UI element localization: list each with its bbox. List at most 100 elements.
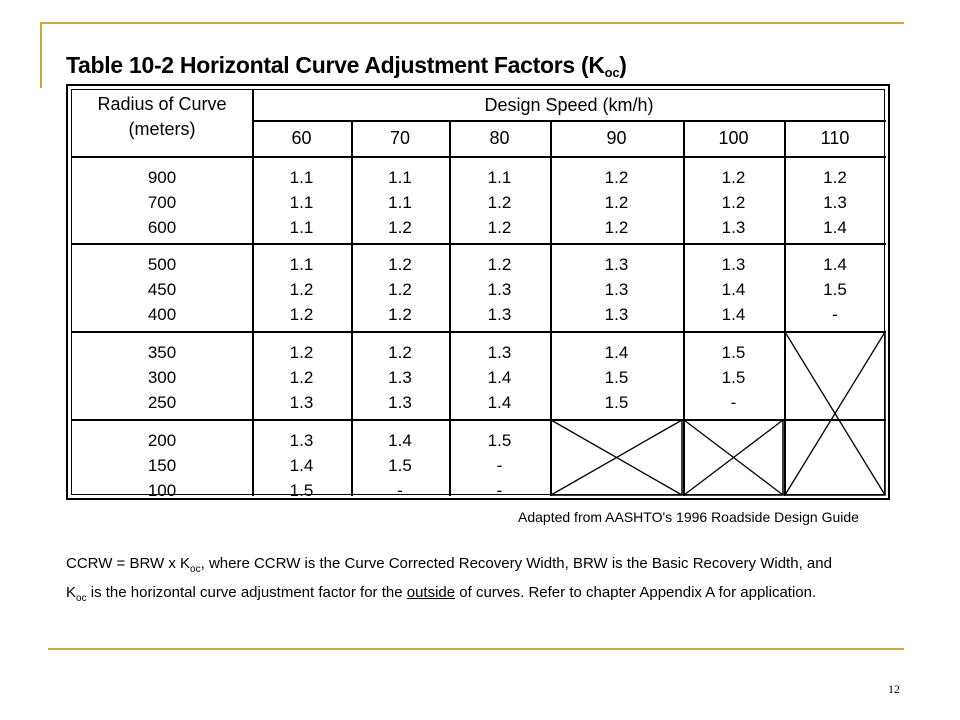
factor-value: 1.2	[604, 193, 629, 212]
factor-value: -	[397, 481, 403, 500]
crossed-cell-110-lower	[784, 331, 886, 496]
speed-header-80: 80	[489, 128, 510, 148]
factor-value: 1.2	[823, 168, 847, 187]
factor-value: 1.2	[487, 218, 512, 237]
factor-value: 1.2	[604, 168, 629, 187]
factor-value: 1.4	[604, 343, 629, 362]
factor-value: 1.3	[604, 305, 629, 324]
factor-value: 1.2	[388, 305, 412, 324]
speed-header-70: 70	[389, 128, 411, 148]
bottom-rule	[48, 648, 904, 650]
factor-value: 1.3	[289, 431, 314, 450]
radius-value: 100	[147, 481, 177, 500]
crossed-cell-100-low-radius	[683, 419, 784, 496]
speed-header-60: 60	[291, 128, 312, 148]
speed-column-divider	[351, 120, 353, 496]
factor-value: 1.5	[388, 456, 412, 475]
factor-value: 1.4	[721, 280, 746, 299]
factor-value: 1.5	[604, 393, 629, 412]
factor-value: 1.5	[604, 368, 629, 387]
factor-value: 1.1	[289, 255, 314, 274]
factor-value: 1.2	[604, 218, 629, 237]
speed-column-divider	[784, 120, 786, 496]
factor-value: 1.2	[487, 255, 512, 274]
page-number: 12	[888, 682, 900, 696]
radius-value: 450	[147, 280, 177, 299]
crossed-cell-90-low-radius	[550, 419, 683, 496]
adjustment-factors-table: Radius of Curve (meters) Design Speed (km/…	[66, 84, 890, 500]
speed-column-divider	[683, 120, 685, 496]
factor-value: 1.2	[388, 255, 412, 274]
factor-value: 1.1	[388, 193, 412, 212]
group-separator	[72, 331, 886, 333]
factor-value: 1.3	[721, 218, 746, 237]
factor-value: 1.1	[289, 168, 314, 187]
left-rule	[40, 22, 42, 88]
factor-value: -	[496, 456, 503, 475]
factor-value: 1.5	[487, 431, 512, 450]
radius-value: 250	[147, 393, 177, 412]
radius-value: 200	[147, 431, 177, 450]
factor-value: 1.1	[289, 193, 314, 212]
radius-value: 500	[147, 255, 177, 274]
speed-column-divider	[449, 120, 451, 496]
footnote: CCRW = BRW x Koc, where CCRW is the Curv…	[66, 552, 832, 610]
radius-column-divider	[252, 90, 254, 496]
table-source: Adapted from AASHTO's 1996 Roadside Desi…	[518, 509, 859, 525]
radius-value: 300	[147, 368, 177, 387]
footnote-line-2: Koc is the horizontal curve adjustment f…	[66, 584, 817, 604]
speed-header-divider	[252, 120, 886, 122]
factor-value: 1.4	[823, 255, 847, 274]
factor-value: 1.5	[721, 343, 746, 362]
factor-value: -	[730, 393, 737, 412]
factor-value: 1.4	[388, 431, 412, 450]
factor-value: 1.4	[487, 368, 512, 387]
factor-value: 1.3	[604, 280, 629, 299]
factor-value: 1.1	[487, 168, 512, 187]
radius-unit-header: (meters)	[128, 119, 196, 139]
factor-value: 1.1	[289, 218, 314, 237]
factor-value: 1.3	[289, 393, 314, 412]
header-bottom-rule	[72, 156, 886, 158]
radius-value: 400	[147, 305, 177, 324]
radius-header: Radius of Curve	[97, 94, 227, 114]
radius-value: 700	[147, 193, 177, 212]
radius-value: 350	[147, 343, 177, 362]
factor-value: 1.4	[721, 305, 746, 324]
radius-value: 150	[147, 456, 177, 475]
table-title: Table 10-2 Horizontal Curve Adjustment F…	[66, 52, 627, 80]
factor-value: 1.2	[721, 168, 746, 187]
group-separator	[72, 243, 886, 245]
factor-value: 1.2	[289, 343, 314, 362]
footnote-line-1: CCRW = BRW x Koc, where CCRW is the Curv…	[66, 555, 832, 575]
factor-value: 1.3	[823, 193, 847, 212]
factor-value: 1.3	[487, 305, 512, 324]
radius-value: 900	[147, 168, 177, 187]
factor-value: 1.2	[487, 193, 512, 212]
factor-value: 1.1	[388, 168, 412, 187]
factor-value: -	[832, 305, 838, 324]
factor-value: -	[496, 481, 503, 500]
factor-value: 1.5	[823, 280, 847, 299]
table-inner-frame: Radius of Curve (meters) Design Speed (km/…	[71, 89, 886, 500]
factor-value: 1.2	[289, 305, 314, 324]
speed-header-100: 100	[718, 128, 749, 148]
factor-value: 1.4	[823, 218, 847, 237]
top-rule	[40, 22, 904, 24]
factor-value: 1.5	[289, 481, 314, 500]
speed-column-divider	[550, 120, 552, 496]
group-separator	[72, 419, 886, 421]
factor-value: 1.4	[289, 456, 314, 475]
factor-value: 1.2	[721, 193, 746, 212]
factor-value: 1.3	[721, 255, 746, 274]
factor-value: 1.2	[388, 343, 412, 362]
factor-value: 1.3	[487, 280, 512, 299]
factor-value: 1.3	[388, 368, 412, 387]
speed-header-90: 90	[606, 128, 627, 148]
factor-value: 1.3	[487, 343, 512, 362]
factor-value: 1.3	[604, 255, 629, 274]
factor-value: 1.2	[289, 280, 314, 299]
design-speed-header: Design Speed (km/h)	[484, 95, 654, 115]
factor-value: 1.2	[289, 368, 314, 387]
factor-value: 1.4	[487, 393, 512, 412]
